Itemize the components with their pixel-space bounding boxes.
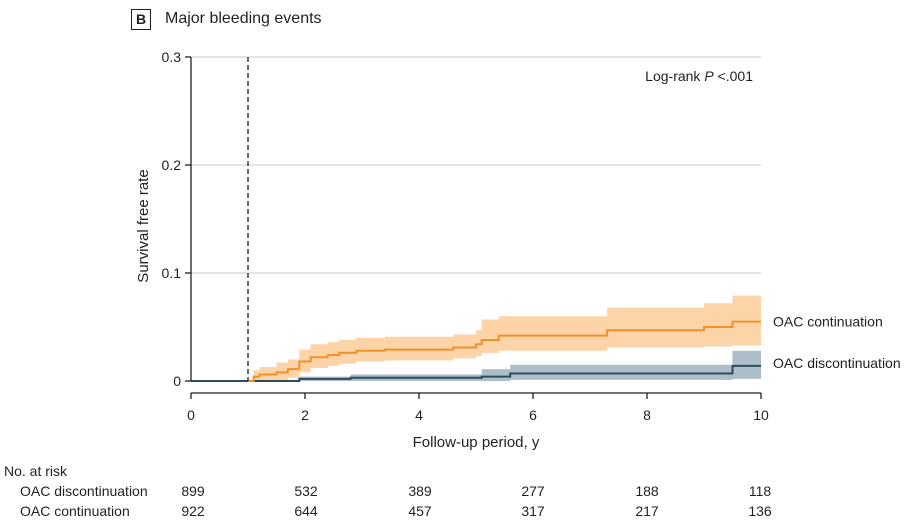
axes: 0 0.1 0.2 0.3 0 2 4 6 8 10 <box>162 49 769 423</box>
risk-cell: 899 <box>181 483 205 499</box>
risk-row-label: OAC discontinuation <box>20 483 148 499</box>
y-tick-label: 0.3 <box>162 49 182 65</box>
y-axis-label: Survival free rate <box>135 169 152 282</box>
x-tick-label: 8 <box>643 407 651 423</box>
survival-lines <box>191 57 761 382</box>
confidence-band <box>248 295 761 381</box>
series-line <box>191 364 761 382</box>
y-tick-label: 0.1 <box>162 265 182 281</box>
risk-cell: 457 <box>408 503 432 519</box>
risk-cell: 389 <box>408 483 432 499</box>
risk-cell: 136 <box>748 503 772 519</box>
series-line <box>248 320 761 382</box>
risk-row-label: OAC continuation <box>20 503 130 519</box>
confidence-bands <box>191 295 761 381</box>
risk-cell: 922 <box>181 503 205 519</box>
x-tick-label: 2 <box>301 407 309 423</box>
risk-cell: 317 <box>521 503 545 519</box>
x-axis-label: Follow-up period, y <box>413 434 540 451</box>
risk-cell: 118 <box>748 483 772 499</box>
y-tick-label: 0.2 <box>162 157 182 173</box>
x-tick-label: 6 <box>529 407 537 423</box>
grid-lines <box>191 56 761 274</box>
series-label: OAC continuation <box>773 314 883 330</box>
chart-labels: Log-rank P <.001 Follow-up period, y Sur… <box>135 68 901 451</box>
risk-cell: 217 <box>635 503 659 519</box>
series-label: OAC discontinuation <box>773 355 901 371</box>
risk-cell: 277 <box>521 483 545 499</box>
panel-letter: B <box>131 9 151 30</box>
x-tick-label: 0 <box>187 407 195 423</box>
y-tick-label: 0 <box>173 373 181 389</box>
panel-title: Major bleeding events <box>165 10 322 27</box>
annotation-p: P <box>704 68 714 84</box>
annotation-suffix: <.001 <box>714 68 754 84</box>
risk-table-title: No. at risk <box>4 463 68 479</box>
risk-cell: 188 <box>635 483 659 499</box>
x-tick-label: 10 <box>753 407 769 423</box>
x-tick-label: 4 <box>415 407 423 423</box>
risk-cell: 532 <box>294 483 318 499</box>
log-rank-annotation: Log-rank P <.001 <box>645 68 753 84</box>
annotation-prefix: Log-rank <box>645 68 704 84</box>
risk-cell: 644 <box>294 503 318 519</box>
